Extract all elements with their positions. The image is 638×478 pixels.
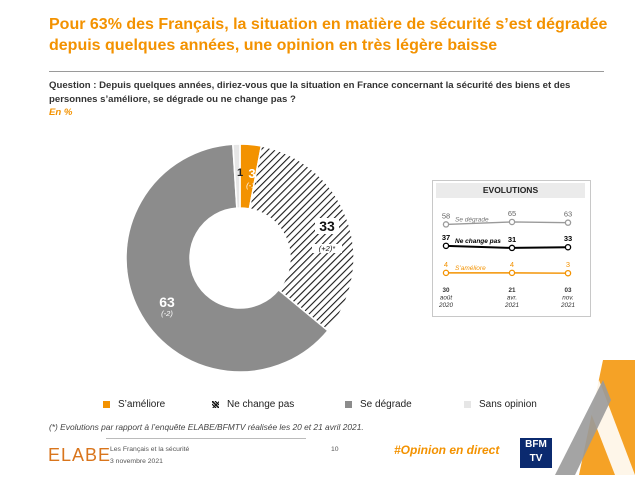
evo-point-ameliore [508, 269, 516, 277]
label-sans-opinion: 1 [236, 167, 244, 179]
evo-x-tick: 03 [564, 287, 572, 294]
evo-series-label-ameliore: S’améliore [455, 265, 486, 272]
footer-date: 3 novembre 2021 [110, 458, 163, 465]
slice-ne-change-pas [248, 145, 355, 332]
change-se-degrade: (-2) [161, 309, 173, 318]
evo-point-ameliore [564, 269, 572, 277]
legend-item-ne-change-pas: Ne change pas [212, 399, 294, 410]
evo-value-ne-change-pas: 37 [442, 233, 450, 242]
label-se-degrade: 63 [159, 294, 175, 310]
evo-value-ne-change-pas: 31 [508, 235, 516, 244]
legend-swatch-sans-opinion [464, 401, 471, 408]
evo-value-ameliore: 4 [510, 260, 514, 269]
legend: S’améliore Ne change pas Se dégrade Sans… [0, 399, 638, 413]
slice-se-degrade [125, 143, 329, 373]
evo-series-label-se-degrade: Se dégrade [455, 216, 489, 223]
footer-study-title: Les Français et la sécurité [110, 446, 190, 453]
evo-x-tick: avr. [507, 295, 517, 302]
slice-sans-opinion [232, 143, 241, 209]
footnote: (*) Evolutions par rapport à l’enquête E… [49, 422, 364, 432]
legend-item-se-degrade: Se dégrade [345, 399, 412, 410]
evo-point-se-degrade [508, 218, 516, 226]
change-ameliore: (-1) [246, 181, 258, 190]
evo-value-ne-change-pas: 33 [564, 234, 572, 243]
footer-divider [106, 438, 306, 439]
elabe-logo: ELABE [48, 445, 112, 465]
evo-x-tick: nov. [562, 295, 573, 302]
evo-point-ne-change-pas [508, 244, 516, 252]
page-number: 10 [331, 446, 339, 453]
legend-label-ameliore: S’améliore [118, 399, 166, 410]
unit-label: En % [49, 107, 73, 118]
evo-line-ne-change-pas [445, 244, 569, 249]
label-ameliore: 3 [248, 166, 256, 181]
evo-value-se-degrade: 58 [442, 211, 450, 220]
evolutions-title: EVOLUTIONS [436, 183, 585, 198]
decorative-logo-icon [555, 360, 635, 475]
change-ne-change-pas: (+2)* [312, 244, 342, 253]
legend-label-se-degrade: Se dégrade [360, 399, 412, 410]
legend-item-sans-opinion: Sans opinion [464, 399, 537, 410]
evo-x-tick: 2021 [504, 302, 519, 309]
legend-label-ne-change-pas: Ne change pas [227, 399, 295, 410]
evolutions-panel [432, 180, 591, 317]
evo-value-ameliore: 3 [566, 260, 570, 269]
legend-swatch-se-degrade [345, 401, 352, 408]
evo-point-ne-change-pas [564, 243, 572, 251]
legend-item-ameliore: S’améliore [103, 399, 165, 410]
evo-value-se-degrade: 63 [564, 210, 572, 219]
evo-point-se-degrade [564, 219, 572, 226]
evo-x-tick: 30 [442, 287, 450, 294]
hashtag: #Opinion en direct [394, 443, 500, 457]
label-ne-change-pas: 33 [315, 218, 339, 234]
legend-swatch-ameliore [103, 401, 110, 408]
evo-x-tick: 21 [508, 287, 516, 294]
evo-value-se-degrade: 65 [508, 209, 516, 218]
evo-point-ne-change-pas [442, 242, 450, 250]
evo-series-label-ne-change-pas: Ne change pas [455, 238, 501, 245]
evo-value-ameliore: 4 [444, 260, 448, 269]
evo-point-se-degrade [442, 221, 450, 228]
title-divider [49, 71, 604, 72]
evo-x-tick: août [440, 295, 453, 302]
legend-swatch-ne-change-pas [212, 401, 219, 408]
legend-label-sans-opinion: Sans opinion [479, 399, 537, 410]
evo-x-tick: 2020 [438, 302, 454, 309]
page-title: Pour 63% des Français, la situation en m… [49, 16, 608, 54]
evo-point-ameliore [442, 269, 450, 277]
evo-x-tick: 2021 [560, 302, 575, 309]
bfmtv-logo: BFM TV [520, 438, 552, 468]
question-text: Question : Depuis quelques années, dirie… [49, 80, 571, 105]
